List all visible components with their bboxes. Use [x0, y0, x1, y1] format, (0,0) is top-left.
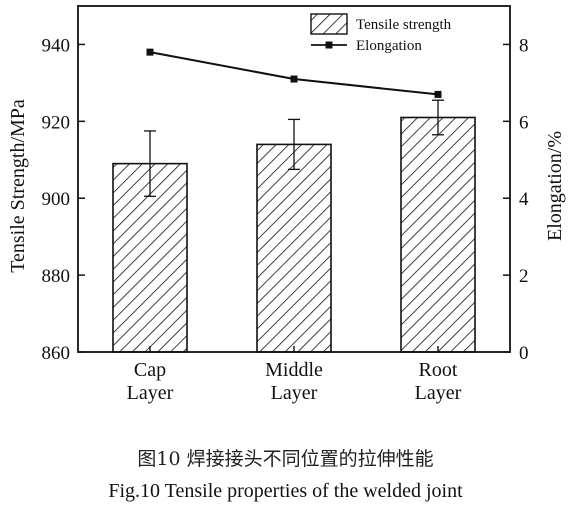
elongation-point	[290, 75, 298, 83]
figure-caption-english: Fig.10 Tensile properties of the welded …	[108, 480, 463, 502]
legend-elongation-label: Elongation	[356, 38, 422, 54]
y-tick-label: 880	[42, 266, 71, 287]
y2-axis-label: Elongation/%	[544, 131, 566, 241]
elongation-point	[434, 90, 442, 98]
tensile-properties-chart: 86088090092094002468CapLayerMiddleLayerR…	[7, 5, 566, 404]
y2-tick-label: 2	[519, 266, 529, 287]
x-tick-label: Layer	[415, 382, 462, 404]
tensile-bar	[400, 116, 476, 353]
x-tick-label: Cap	[134, 359, 166, 381]
elongation-line	[149, 51, 439, 96]
y2-tick-label: 0	[519, 343, 529, 364]
y-tick-label: 920	[42, 112, 71, 133]
y2-tick-label: 4	[519, 189, 529, 210]
y-axis-label: Tensile Strength/MPa	[7, 99, 29, 273]
figure-caption-chinese: 图10 焊接接头不同位置的拉伸性能	[137, 448, 434, 470]
y-tick-label: 860	[42, 343, 71, 364]
legend-tensile-label: Tensile strength	[356, 17, 452, 33]
x-tick-label: Layer	[127, 382, 174, 404]
x-tick-label: Middle	[265, 359, 323, 381]
y2-tick-label: 6	[519, 112, 529, 133]
x-tick-label: Root	[419, 359, 458, 381]
y2-tick-label: 8	[519, 35, 529, 56]
elongation-point	[146, 48, 154, 56]
y-tick-label: 900	[42, 189, 71, 210]
tensile-bar	[256, 143, 332, 353]
legend-bar-swatch	[310, 13, 348, 35]
legend: Tensile strength Elongation	[310, 13, 452, 54]
legend-marker-swatch	[325, 41, 333, 49]
y-tick-label: 940	[42, 35, 71, 56]
x-tick-label: Layer	[271, 382, 318, 404]
